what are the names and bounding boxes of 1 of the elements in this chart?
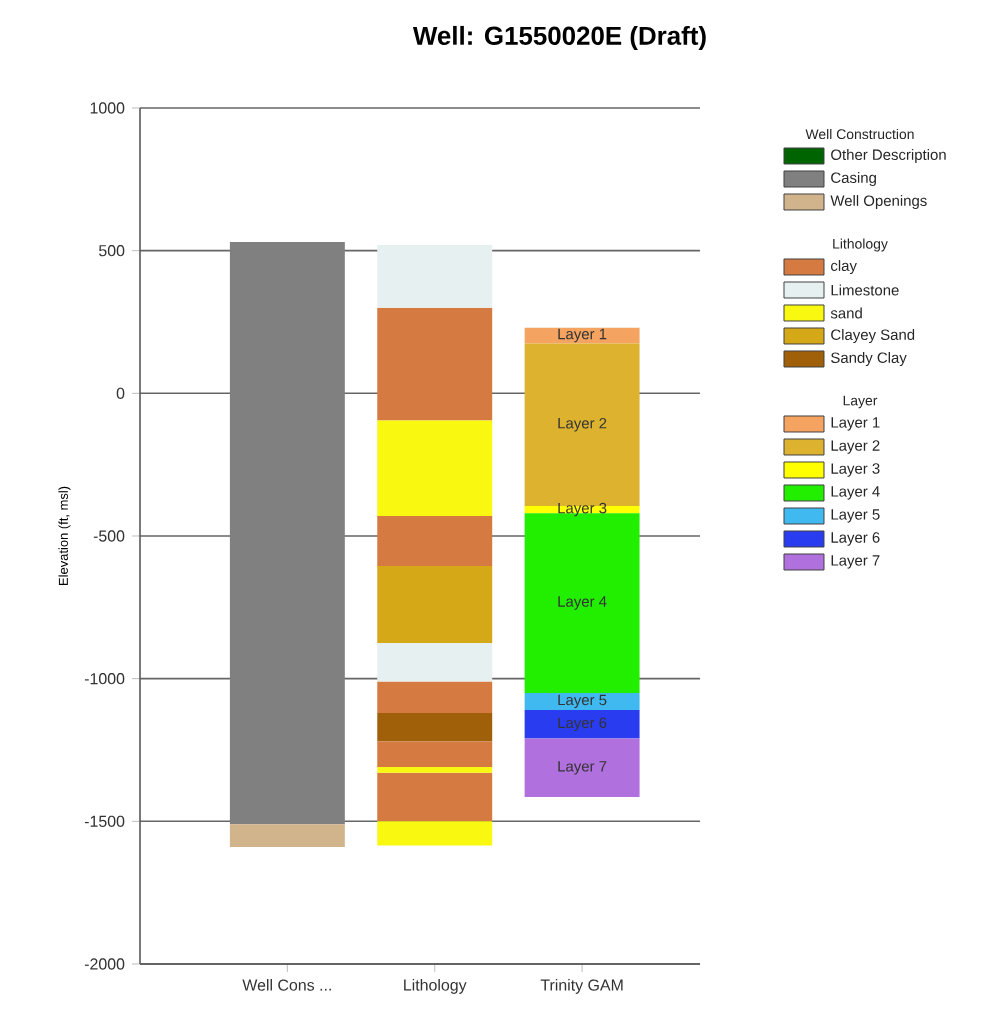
chart-title: Well: G1550020E (Draft)	[412, 25, 706, 51]
